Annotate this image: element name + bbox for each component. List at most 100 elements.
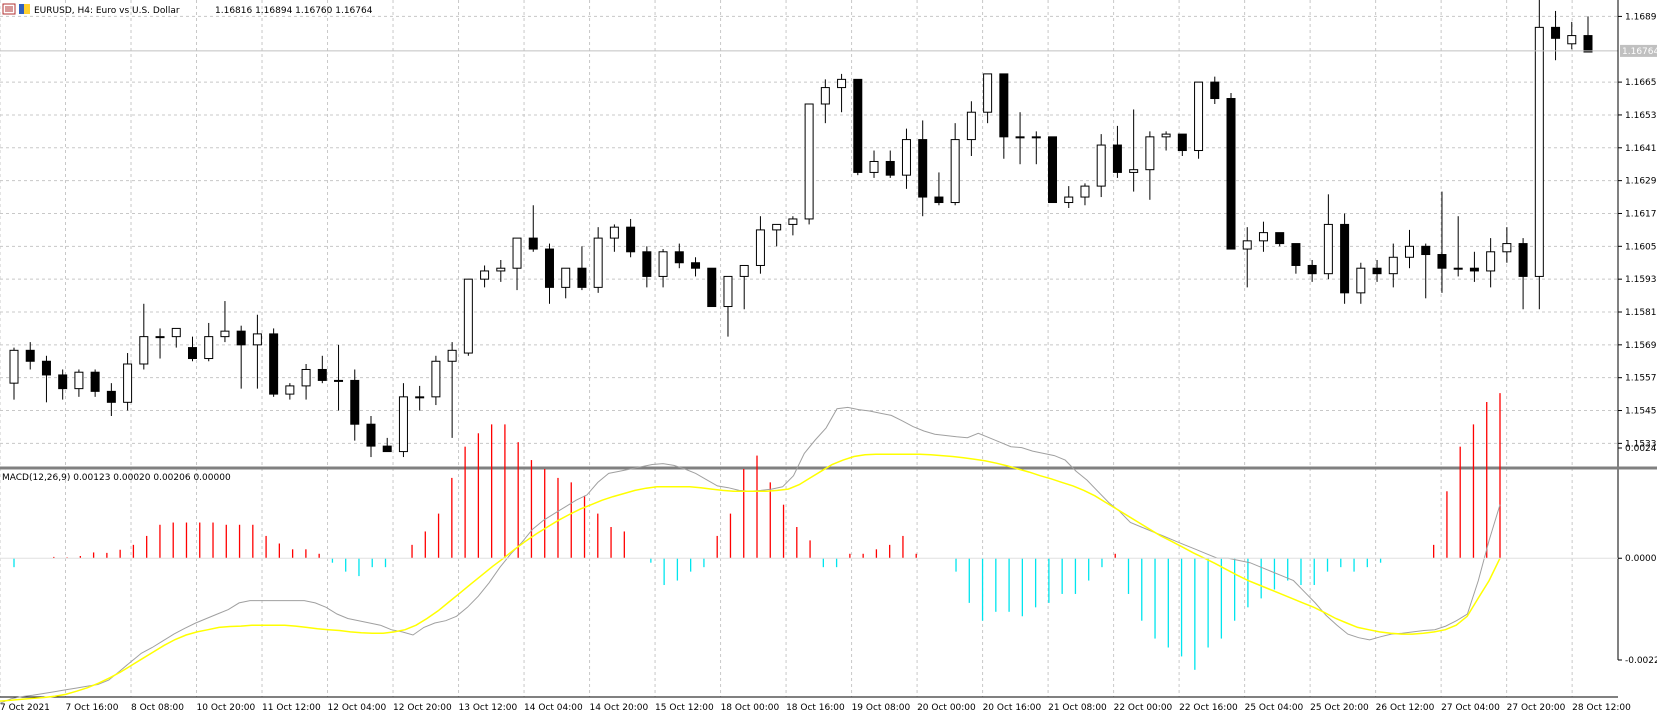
candle-body [155,336,165,339]
candle-body [1372,267,1382,275]
candle-body [1080,185,1090,198]
price-tick-label: 1.16650 [1625,78,1657,88]
candle-body [593,237,603,288]
candle-body [123,363,133,403]
time-label: 13 Oct 12:00 [459,703,518,713]
candle-body [1194,81,1204,152]
candle-body [966,111,976,141]
time-label: 10 Oct 20:00 [197,703,256,713]
candle-body [106,390,116,403]
time-label: 14 Oct 04:00 [524,703,583,713]
current-price-label: 1.16764 [1622,47,1657,57]
candle-body [512,237,522,269]
current-price-label-bg [1620,44,1657,57]
candle-body [1112,144,1122,173]
time-label: 22 Oct 16:00 [1179,703,1238,713]
time-label: 27 Oct 04:00 [1441,703,1500,713]
candle-body [1210,81,1220,100]
candle-body [415,396,425,399]
signal-line [0,453,1501,702]
chart-header: EURUSD, H4: Euro vs U.S. Dollar 1.16816 … [2,3,373,16]
candle-body [1031,136,1041,139]
candle-body [480,270,490,280]
candle-body [1356,267,1366,294]
price-tick-label: 1.16290 [1625,177,1657,187]
candle-body [723,275,733,308]
price-tick-label: 1.15330 [1625,439,1657,449]
candle-body [382,445,392,453]
candle-body [837,78,847,89]
candle-body [1583,35,1593,53]
candle-body [74,371,84,390]
time-label: 12 Oct 20:00 [393,703,452,713]
candle-body [1064,196,1074,204]
candle-body [496,267,506,272]
candle-body [544,248,554,288]
price-tick-label: 1.15930 [1625,275,1657,285]
candle-body [301,368,311,387]
price-tick-label: 1.16050 [1625,242,1657,252]
candle-body [561,267,571,288]
candle-body [204,336,214,360]
candle-body [707,267,717,308]
candle-body [366,423,376,447]
candle-body [285,385,295,395]
macd-histogram [13,393,1501,670]
candle-body [252,333,262,346]
candle-body [642,251,652,277]
candle-body [1421,245,1431,256]
candle-body [934,196,944,204]
candle-body [901,139,911,176]
time-label: 7 Oct 2021 [0,703,50,713]
candle-body [755,229,765,266]
candle-body [1291,243,1301,266]
candle-body [1015,136,1025,139]
macd-axis-ticks: 0.00247 0.00000 -0.00228 [1618,444,1657,666]
time-label: 27 Oct 20:00 [1507,703,1566,713]
candle-body [25,349,35,362]
candle-body [1518,243,1528,277]
price-tick-label: 1.15570 [1625,374,1657,384]
price-tick-label: 1.15810 [1625,308,1657,318]
time-label: 18 Oct 16:00 [786,703,845,713]
candle-body [1534,26,1544,277]
candle-body [58,374,68,390]
macd-tick-label: 0.00000 [1625,554,1657,564]
macd-tick-label: -0.00228 [1625,656,1657,666]
time-label: 20 Oct 16:00 [983,703,1042,713]
candle-body [139,336,149,365]
candle-body [950,139,960,204]
candle-body [528,237,538,250]
candle-body [609,226,619,239]
time-label: 21 Oct 08:00 [1048,703,1107,713]
candle-body [1258,232,1268,242]
price-grid [0,0,1618,697]
time-label: 7 Oct 16:00 [66,703,119,713]
symbol-title: EURUSD, H4: Euro vs U.S. Dollar [34,6,180,16]
time-label: 25 Oct 20:00 [1310,703,1369,713]
candle-body [269,333,279,395]
time-label: 19 Oct 08:00 [852,703,911,713]
time-label: 14 Oct 20:00 [590,703,649,713]
candle-body [1096,144,1106,187]
candle-body [918,139,928,198]
candle-body [999,73,1009,138]
time-label: 22 Oct 00:00 [1114,703,1173,713]
candle-body [41,360,51,376]
candle-body [1388,256,1398,275]
candle-body [220,330,230,338]
candle-body [1502,243,1512,253]
candle-body [1486,251,1496,272]
candle-body [171,327,181,338]
candle-body [577,267,587,288]
candle-body [90,371,100,392]
ohlc-values: 1.16816 1.16894 1.16760 1.16764 [215,6,373,16]
candle-body [658,251,668,277]
time-label: 18 Oct 00:00 [721,703,780,713]
candle-body [674,251,684,264]
candle-body [869,160,879,173]
candle-body [463,278,473,354]
time-axis-labels: 7 Oct 2021 7 Oct 16:00 8 Oct 08:00 10 Oct 2… [0,703,1631,713]
candle-body [398,396,408,453]
price-tick-label: 1.16410 [1625,144,1657,154]
